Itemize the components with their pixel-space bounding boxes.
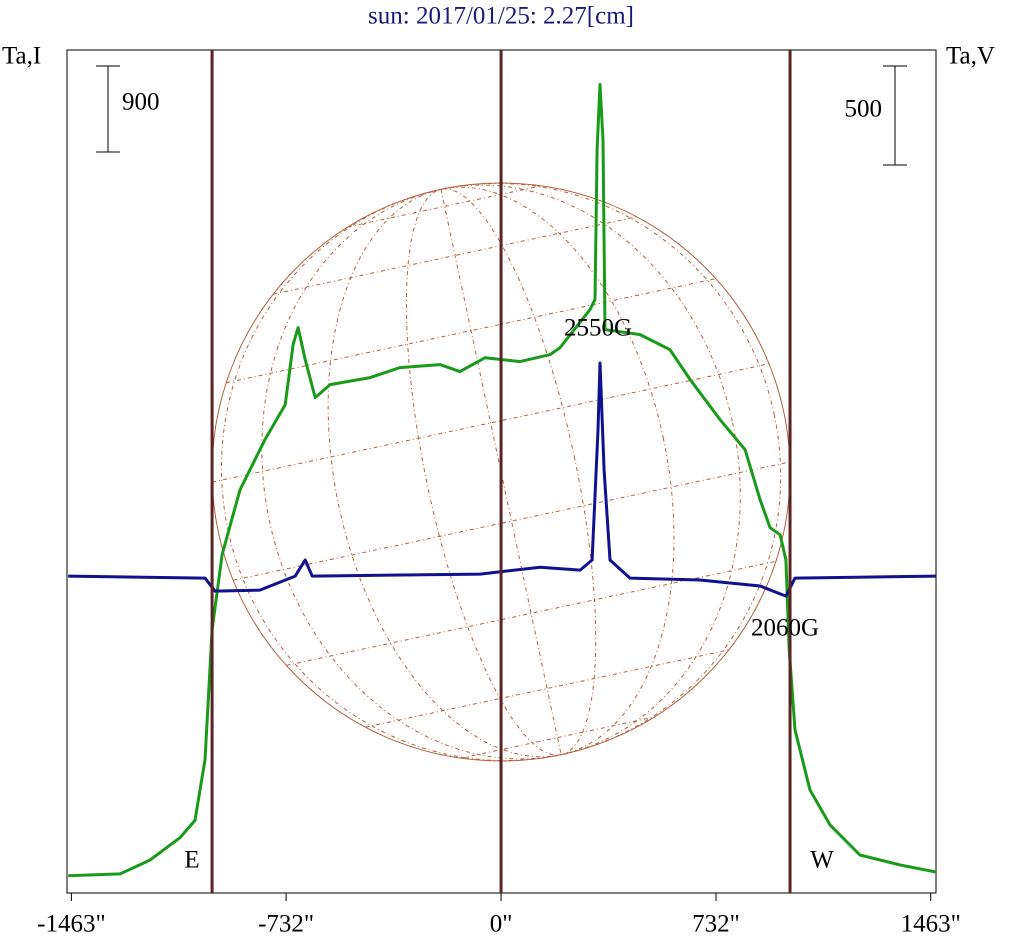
parallel	[347, 185, 542, 228]
series-line	[68, 82, 936, 878]
parallel	[212, 363, 770, 483]
parallel	[273, 216, 637, 295]
annotation: W	[810, 847, 834, 874]
x-tick-label: 1463"	[901, 911, 961, 938]
scale-bar-label: 900	[122, 89, 160, 116]
x-tick-label: 732"	[692, 911, 740, 938]
annotation: 2060G	[751, 615, 819, 642]
meridian	[261, 184, 741, 760]
chart-title: sun: 2017/01/25: 2.27[cm]	[368, 3, 634, 30]
x-tick-label: 0"	[490, 911, 513, 938]
annotation: 2550G	[564, 315, 632, 342]
y-axis-label: Ta,I	[2, 43, 41, 70]
plot-area	[68, 82, 936, 878]
series-line	[68, 361, 936, 598]
x-tick-label: -732"	[258, 911, 314, 938]
parallel	[365, 649, 729, 728]
annotation: E	[184, 847, 199, 874]
x-tick-label: -1463"	[37, 911, 106, 938]
scale-bar-label: 500	[845, 95, 883, 122]
parallel	[233, 461, 790, 581]
parallel	[460, 716, 655, 759]
y2-axis-label: Ta,V	[946, 43, 995, 70]
